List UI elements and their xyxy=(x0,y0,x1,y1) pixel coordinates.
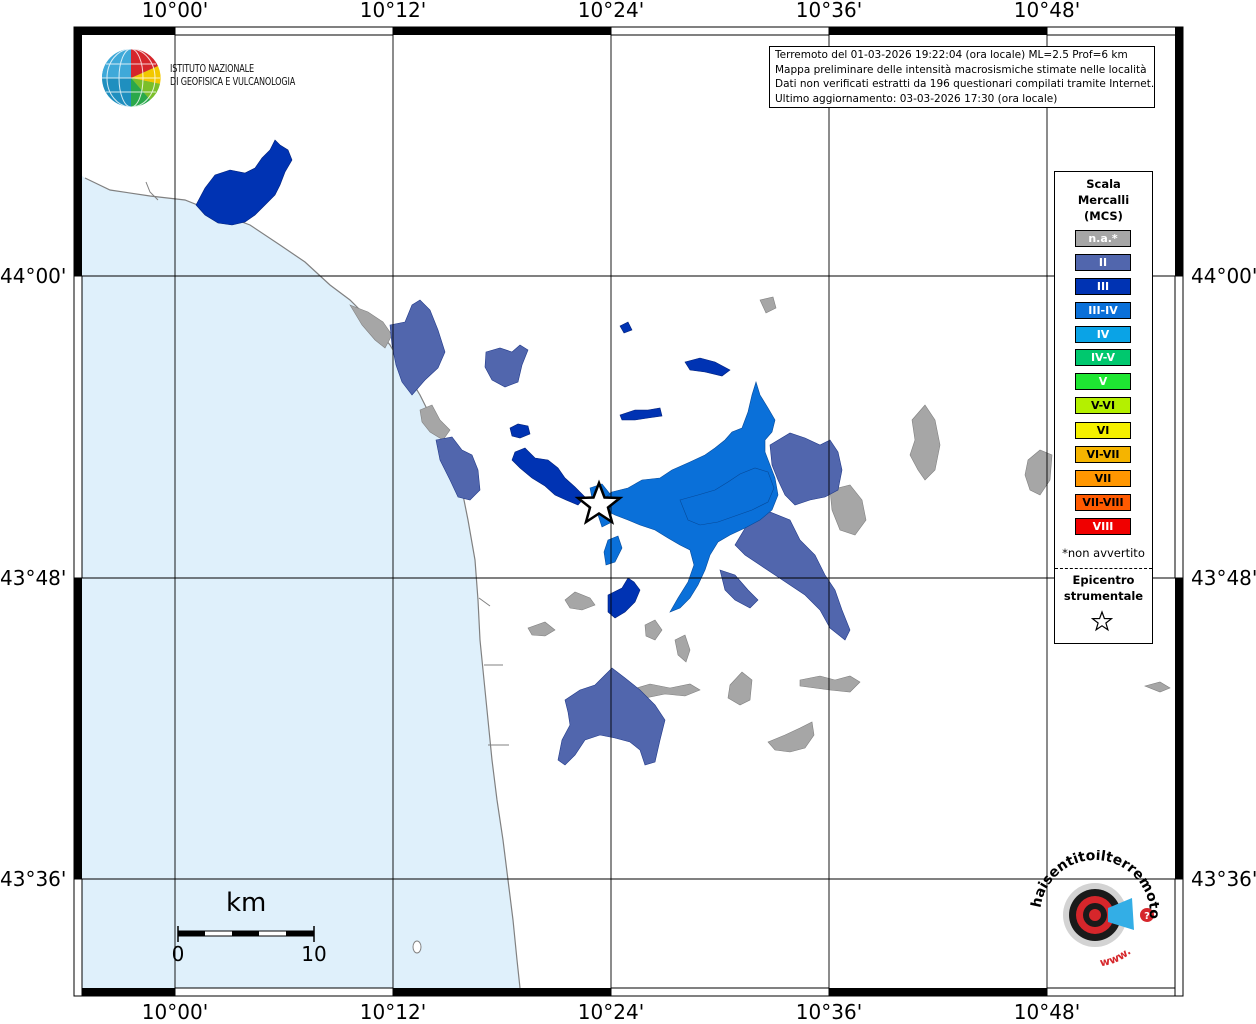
sea-area xyxy=(74,170,520,988)
legend-swatch-II: II xyxy=(1075,254,1131,271)
legend-separator xyxy=(1055,568,1152,569)
lon-label-bottom-5: 10°48' xyxy=(1013,1000,1081,1024)
ingv-logo-line2: DI GEOFISICA E VULCANOLOGIA xyxy=(170,76,296,88)
event-info-box: Terremoto del 01-03-2026 19:22:04 (ora l… xyxy=(769,46,1155,108)
intensity-IV-area xyxy=(679,467,775,526)
legend-swatch-V-VI: V-VI xyxy=(1075,397,1131,414)
ingv-logo-text: ISTITUTO NAZIONALE DI GEOFISICA E VULCAN… xyxy=(170,63,295,89)
legend-title-line3: (MCS) xyxy=(1084,209,1123,223)
svg-text:haisentitoilterremoto.it: haisentitoilterremoto.it xyxy=(1030,850,1160,919)
graticule xyxy=(74,27,1183,996)
haisentito-logo-icon: ? xyxy=(1063,883,1154,947)
intensity-II-areas xyxy=(389,299,851,766)
legend-swatch-VII-VIII: VII-VIII xyxy=(1075,494,1131,511)
lon-label-bottom-3: 10°24' xyxy=(577,1000,645,1024)
ingv-logo-line1: ISTITUTO NAZIONALE xyxy=(170,63,254,75)
lon-label-bottom-1: 10°00' xyxy=(141,1000,209,1024)
epicenter-star xyxy=(574,479,624,525)
legend-title-line1: Scala xyxy=(1086,177,1121,191)
info-line-3: Dati non verificati estratti da 196 ques… xyxy=(775,78,1154,91)
intensity-III-areas xyxy=(195,139,731,619)
legend-epicenter-line1: Epicentro xyxy=(1072,573,1135,587)
not-felt-areas xyxy=(349,296,1171,753)
scalebar xyxy=(177,926,315,942)
scalebar-min: 0 xyxy=(171,942,185,966)
legend-swatch-VII: VII xyxy=(1075,470,1131,487)
info-line-1: Terremoto del 01-03-2026 19:22:04 (ora l… xyxy=(775,49,1128,61)
legend-star-icon xyxy=(1091,610,1113,632)
lat-label-left-2: 43°48' xyxy=(0,566,67,590)
lon-label-top-2: 10°12' xyxy=(359,0,427,22)
legend-swatch-IV-V: IV-V xyxy=(1075,349,1131,366)
scalebar-unit: km xyxy=(226,888,267,918)
lat-label-right-2: 43°48' xyxy=(1191,566,1256,590)
haisentito-brand: haisentitoilterremoto.it xyxy=(1030,850,1160,919)
legend-swatch-VI-VII: VI-VII xyxy=(1075,446,1131,463)
legend-swatch-VI: VI xyxy=(1075,422,1131,439)
lon-label-top-3: 10°24' xyxy=(577,0,645,22)
haisentito-prefix: www. xyxy=(1099,945,1134,969)
river-mouth xyxy=(145,181,509,746)
legend-title: Scala Mercalli (MCS) xyxy=(1055,176,1152,224)
legend-epicenter-label: Epicentro strumentale xyxy=(1055,572,1152,604)
svg-text:?: ? xyxy=(1144,911,1150,922)
lon-label-bottom-2: 10°12' xyxy=(359,1000,427,1024)
legend-title-line2: Mercalli xyxy=(1077,193,1130,207)
legend-swatch-III-IV: III-IV xyxy=(1075,302,1131,319)
ingv-logo-icon xyxy=(102,48,161,108)
lon-label-top-4: 10°36' xyxy=(795,0,863,22)
lon-label-top-1: 10°00' xyxy=(141,0,209,22)
lat-label-right-3: 43°36' xyxy=(1191,867,1256,891)
legend-swatch-V: V xyxy=(1075,373,1131,390)
lon-label-top-5: 10°48' xyxy=(1013,0,1081,22)
info-line-4: Ultimo aggiornamento: 03-03-2026 17:30 (… xyxy=(775,92,1058,105)
legend-swatch-na: n.a.* xyxy=(1075,230,1131,247)
small-lake xyxy=(412,940,422,954)
legend-swatch-VIII: VIII xyxy=(1075,518,1131,535)
lat-label-left-3: 43°36' xyxy=(0,867,67,891)
lat-label-left-1: 44°00' xyxy=(0,264,67,288)
info-line-2: Mappa preliminare delle intensità macros… xyxy=(775,63,1147,76)
lat-label-right-1: 44°00' xyxy=(1191,264,1256,288)
legend-swatch-IV: IV xyxy=(1075,326,1131,343)
haisentito-logo-text: haisentitoilterremoto.it www. xyxy=(1030,850,1160,969)
scalebar-max: 10 xyxy=(301,942,327,966)
legend-swatch-III: III xyxy=(1075,278,1131,295)
svg-text:www.: www. xyxy=(1099,945,1134,969)
legend-epicenter-line2: strumentale xyxy=(1063,589,1144,603)
map-frame xyxy=(73,26,1184,997)
lon-label-bottom-4: 10°36' xyxy=(795,1000,863,1024)
mcs-legend: Scala Mercalli (MCS) n.a.* II III III-IV… xyxy=(1054,171,1153,644)
legend-note: *non avvertito xyxy=(1062,546,1145,560)
